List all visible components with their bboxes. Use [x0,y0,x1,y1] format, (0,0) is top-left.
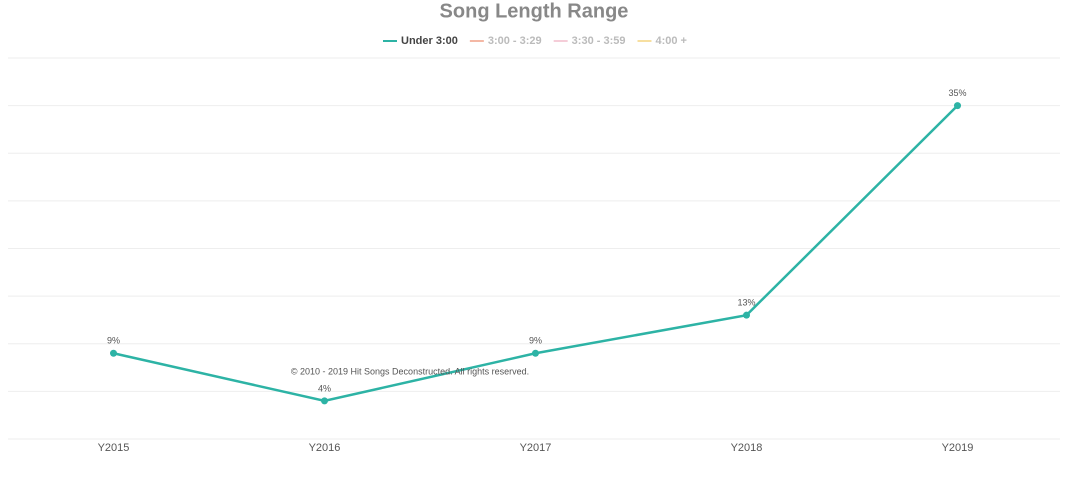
data-point [532,349,539,357]
data-point [110,349,117,357]
data-label: 13% [737,298,755,308]
data-label: 4% [318,383,331,393]
x-tick-label: Y2015 [98,442,130,454]
x-tick-label: Y2019 [942,442,974,454]
data-point [954,102,961,110]
data-label: 35% [948,88,966,98]
credit: © 2010 - 2019 Hit Songs Deconstructed. A… [291,366,529,376]
legend-label: 3:00 - 3:29 [488,35,542,47]
data-point [321,397,328,405]
x-tick-label: Y2018 [731,442,763,454]
legend-label: Under 3:00 [401,35,458,47]
legend-label: 4:00 + [655,35,687,47]
data-label: 9% [529,336,542,346]
data-point [743,311,750,319]
chart-title: Song Length Range [440,0,629,22]
x-tick-label: Y2017 [520,442,552,454]
data-label: 9% [107,336,120,346]
legend: Under 3:00 3:00 - 3:29 3:30 - 3:59 4:00 + [383,35,687,47]
legend-label: 3:30 - 3:59 [572,35,626,47]
x-tick-label: Y2016 [309,442,341,454]
